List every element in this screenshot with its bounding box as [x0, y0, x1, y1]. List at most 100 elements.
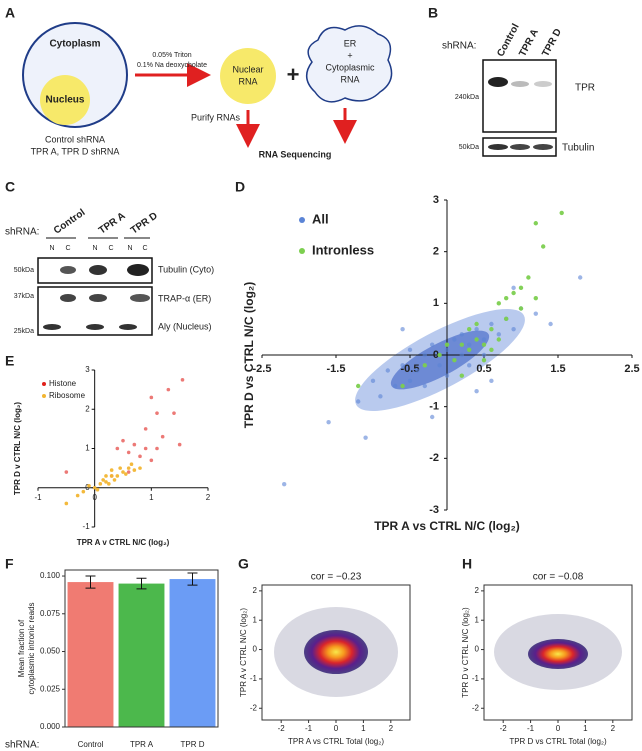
label: 0.1% Na deoxycholate	[137, 62, 207, 69]
x-tick-label: TPR A	[130, 740, 154, 749]
x-axis-title: TPR A v CTRL N/C (log₂)	[77, 538, 170, 547]
legend-label: Intronless	[312, 242, 374, 257]
point	[104, 474, 108, 478]
y-tick-label: -2	[250, 703, 258, 712]
legend-label: Ribosome	[49, 391, 86, 400]
point	[489, 321, 494, 327]
point	[437, 363, 442, 368]
marker: 25kDa	[14, 328, 34, 335]
point	[104, 480, 108, 484]
label: Nuclear	[232, 64, 263, 74]
panel-label: A	[5, 5, 15, 21]
plot-frame	[64, 569, 219, 728]
point	[326, 419, 331, 425]
x-tick-label: -1	[305, 724, 313, 733]
legend-swatch	[42, 394, 46, 398]
point	[496, 337, 501, 342]
x-tick-label: 1	[149, 493, 154, 502]
x-axis-title: TPR A vs CTRL Total (log₂)	[288, 737, 384, 746]
point	[481, 337, 487, 342]
point	[459, 373, 464, 378]
x-tick-label: -0.5	[401, 363, 420, 375]
x-axis-title: TPR D vs CTRL Total (log₂)	[509, 737, 607, 746]
y-tick-label: 1	[475, 615, 480, 624]
point	[81, 489, 86, 494]
marker: 50kDa	[459, 144, 479, 151]
label: +	[347, 50, 352, 60]
point	[504, 295, 509, 301]
error-bar	[136, 577, 147, 590]
y-tick-label: -1	[250, 674, 258, 683]
point	[474, 321, 479, 327]
point	[474, 337, 479, 342]
y-axis-title: Mean fraction of	[17, 619, 26, 677]
band	[43, 324, 61, 330]
point	[400, 326, 405, 332]
point	[467, 347, 472, 353]
panel-label: E	[5, 353, 14, 369]
label: TRAP-α (ER)	[158, 293, 211, 303]
band	[130, 294, 150, 302]
point	[121, 470, 125, 474]
label: 0.05% Triton	[152, 52, 191, 59]
y-tick-label: -2	[472, 703, 480, 712]
chart-title: cor = −0.08	[533, 572, 584, 583]
fraction: C	[142, 245, 147, 252]
point	[132, 442, 137, 447]
y-tick-label: 1	[85, 444, 90, 453]
y-tick-label: 0	[85, 483, 90, 492]
point	[138, 466, 142, 470]
point	[559, 210, 564, 216]
legend-swatch	[299, 248, 305, 254]
label: RNA	[340, 74, 359, 84]
panel-c: shRNA: Control TPR A TPR D N C N C N C 5…	[5, 207, 214, 336]
point	[98, 482, 103, 486]
y-tick-label: 0	[253, 645, 258, 654]
label: ER	[344, 38, 357, 48]
lane-label: TPR D	[540, 27, 564, 59]
label: RNA Sequencing	[259, 149, 332, 159]
point	[92, 485, 97, 490]
label: Aly (Nucleus)	[158, 321, 212, 331]
band	[127, 264, 149, 276]
y-tick-label: 2	[433, 246, 439, 258]
band	[60, 266, 76, 274]
point	[95, 487, 100, 492]
point	[415, 368, 420, 373]
y-tick-label: -1	[429, 401, 439, 413]
point	[138, 454, 142, 459]
cytoplasm-shape	[306, 25, 393, 103]
x-tick-label: 1.5	[550, 363, 565, 375]
point	[467, 363, 472, 368]
panel-label: F	[5, 556, 14, 572]
y-axis-title: TPR D v CTRL N/C (log₂)	[461, 607, 470, 698]
point	[143, 446, 148, 451]
point	[149, 458, 154, 463]
label: Tubulin	[562, 143, 594, 154]
panel-label: D	[235, 179, 245, 195]
x-tick-label: 2	[611, 724, 616, 733]
x-axis-title: shRNA:	[5, 740, 39, 751]
label: Control shRNA	[45, 134, 105, 144]
panel-label: G	[238, 556, 249, 572]
y-tick-label: -1	[83, 522, 91, 531]
point	[496, 332, 501, 337]
point	[143, 427, 148, 431]
y-tick-label: -3	[429, 504, 439, 516]
point	[363, 435, 368, 440]
legend-swatch	[42, 382, 46, 386]
point	[467, 342, 472, 347]
point	[407, 378, 413, 384]
point	[149, 395, 154, 400]
x-tick-label: TPR D	[181, 740, 205, 749]
label: shRNA:	[5, 227, 39, 238]
y-tick-label: 0.100	[40, 571, 61, 580]
point	[444, 342, 450, 347]
point	[126, 450, 131, 455]
label: Purify RNAs	[191, 112, 241, 122]
label: Tubulin (Cyto)	[158, 264, 214, 274]
point	[518, 306, 524, 311]
point	[393, 383, 398, 389]
label: TPR	[575, 83, 595, 94]
y-axis-title: cytoplasmic intronic reads	[27, 602, 36, 694]
